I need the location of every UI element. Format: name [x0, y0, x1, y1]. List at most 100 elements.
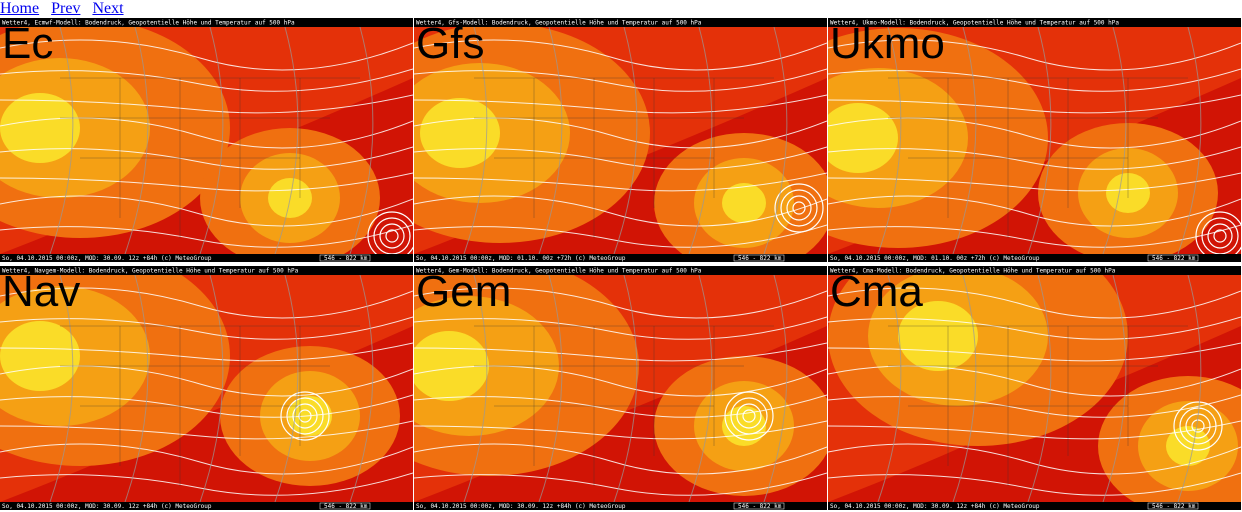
height-contour	[613, 274, 638, 503]
state-borders	[474, 325, 774, 486]
storm-isobar	[286, 397, 324, 435]
isobar	[828, 195, 1241, 227]
height-contour	[763, 274, 788, 503]
nav-link[interactable]: Home	[0, 0, 40, 17]
model-label: Nav	[2, 267, 81, 316]
isobar	[414, 365, 827, 397]
state-borders	[474, 77, 774, 238]
weather-map: Wetter4, Cma-Modell: Bodendruck, Geopote…	[828, 266, 1241, 510]
warm-core	[0, 321, 80, 391]
map-scale: 546 - 822 km	[738, 503, 782, 510]
isobar	[414, 287, 827, 319]
isobar	[0, 172, 413, 192]
map-panel: Wetter4, Navgem-Modell: Bodendruck, Geop…	[0, 266, 413, 510]
nav-link[interactable]: Next	[92, 0, 124, 17]
warm-core	[898, 301, 978, 371]
map-scale: 546 - 822 km	[738, 255, 782, 262]
map-header: Wetter4, Ukmo-Modell: Bodendruck, Geopot…	[830, 20, 1119, 27]
map-panel: Wetter4, Gfs-Modell: Bodendruck, Geopote…	[414, 18, 827, 262]
height-contour	[349, 274, 374, 503]
height-contour	[463, 26, 488, 255]
model-label: Gem	[416, 267, 512, 316]
footer-strip	[0, 254, 413, 262]
scale-box	[733, 502, 785, 510]
isobar	[414, 420, 827, 440]
map-panel: Wetter4, Ukmo-Modell: Bodendruck, Geopot…	[828, 18, 1241, 262]
isobar	[414, 443, 827, 475]
isobar	[0, 195, 413, 227]
weather-map: Wetter4, Ukmo-Modell: Bodendruck, Geopot…	[828, 18, 1241, 262]
footer-strip	[414, 502, 827, 510]
isobar	[0, 342, 413, 362]
height-contour	[349, 26, 374, 255]
warm-core	[722, 183, 766, 223]
height-contour	[199, 26, 224, 255]
isobar	[828, 316, 1241, 340]
weather-map: Wetter4, Gfs-Modell: Bodendruck, Geopote…	[414, 18, 827, 262]
isobar	[0, 94, 413, 114]
state-borders	[888, 77, 1188, 238]
isobar	[0, 224, 413, 248]
storm-isobar	[774, 183, 824, 233]
map-footer: So, 04.10.2015 00:00z, MOD: 01.10. 00z +…	[416, 255, 626, 262]
map-scale: 546 - 822 km	[324, 503, 368, 510]
isobar	[0, 316, 413, 340]
isobar	[0, 420, 413, 440]
warm-core	[420, 98, 500, 168]
isobar	[414, 224, 827, 248]
isobar	[0, 472, 413, 496]
height-contour	[463, 274, 488, 503]
isobar	[828, 394, 1241, 418]
isobar	[828, 420, 1241, 440]
isobar	[0, 287, 413, 319]
storm-isobar	[792, 201, 806, 215]
isobar	[828, 94, 1241, 114]
isobar	[828, 146, 1241, 170]
isobar	[414, 39, 827, 71]
map-footer: So, 04.10.2015 00:00z, MOD: 01.10. 00z +…	[830, 255, 1040, 262]
height-contour	[1027, 274, 1052, 503]
model-label: Ukmo	[830, 19, 945, 68]
isobar	[414, 394, 827, 418]
isobar	[414, 316, 827, 340]
height-contour	[274, 26, 299, 255]
map-footer: So, 04.10.2015 00:00z, MOD: 30.09. 12z +…	[830, 503, 1040, 510]
height-contour	[124, 26, 149, 255]
height-contour	[688, 274, 713, 503]
height-contour	[1027, 26, 1052, 255]
header-strip	[0, 18, 413, 27]
model-label: Cma	[830, 267, 923, 316]
storm-isobar	[1173, 401, 1223, 451]
isobar	[828, 172, 1241, 192]
nav-link[interactable]: Prev	[51, 0, 81, 17]
isobar	[414, 117, 827, 149]
footer-strip	[828, 502, 1241, 510]
isobar	[0, 394, 413, 418]
header-strip	[414, 266, 827, 275]
height-contour	[688, 26, 713, 255]
height-contour	[952, 26, 977, 255]
height-contour	[1177, 26, 1202, 255]
height-contour	[1102, 26, 1127, 255]
header-strip	[828, 18, 1241, 27]
header-strip	[828, 266, 1241, 275]
isobar	[414, 342, 827, 362]
storm-isobar	[780, 189, 818, 227]
height-contour	[199, 274, 224, 503]
footer-strip	[414, 254, 827, 262]
storm-isobar	[1207, 223, 1233, 249]
isobar	[828, 365, 1241, 397]
height-contour	[49, 274, 74, 503]
weather-map: Wetter4, Gem-Modell: Bodendruck, Geopote…	[414, 266, 827, 510]
map-scale: 546 - 822 km	[1152, 503, 1196, 510]
footer-strip	[0, 502, 413, 510]
weather-map: Wetter4, Navgem-Modell: Bodendruck, Geop…	[0, 266, 413, 510]
storm-isobar	[742, 409, 756, 423]
weather-map: Wetter4, Ecmwf-Modell: Bodendruck, Geopo…	[0, 18, 413, 262]
isobar	[0, 39, 413, 71]
isobar	[0, 365, 413, 397]
isobar	[414, 94, 827, 114]
warm-core	[1166, 426, 1210, 466]
scale-box	[319, 502, 371, 510]
height-contour	[877, 26, 902, 255]
